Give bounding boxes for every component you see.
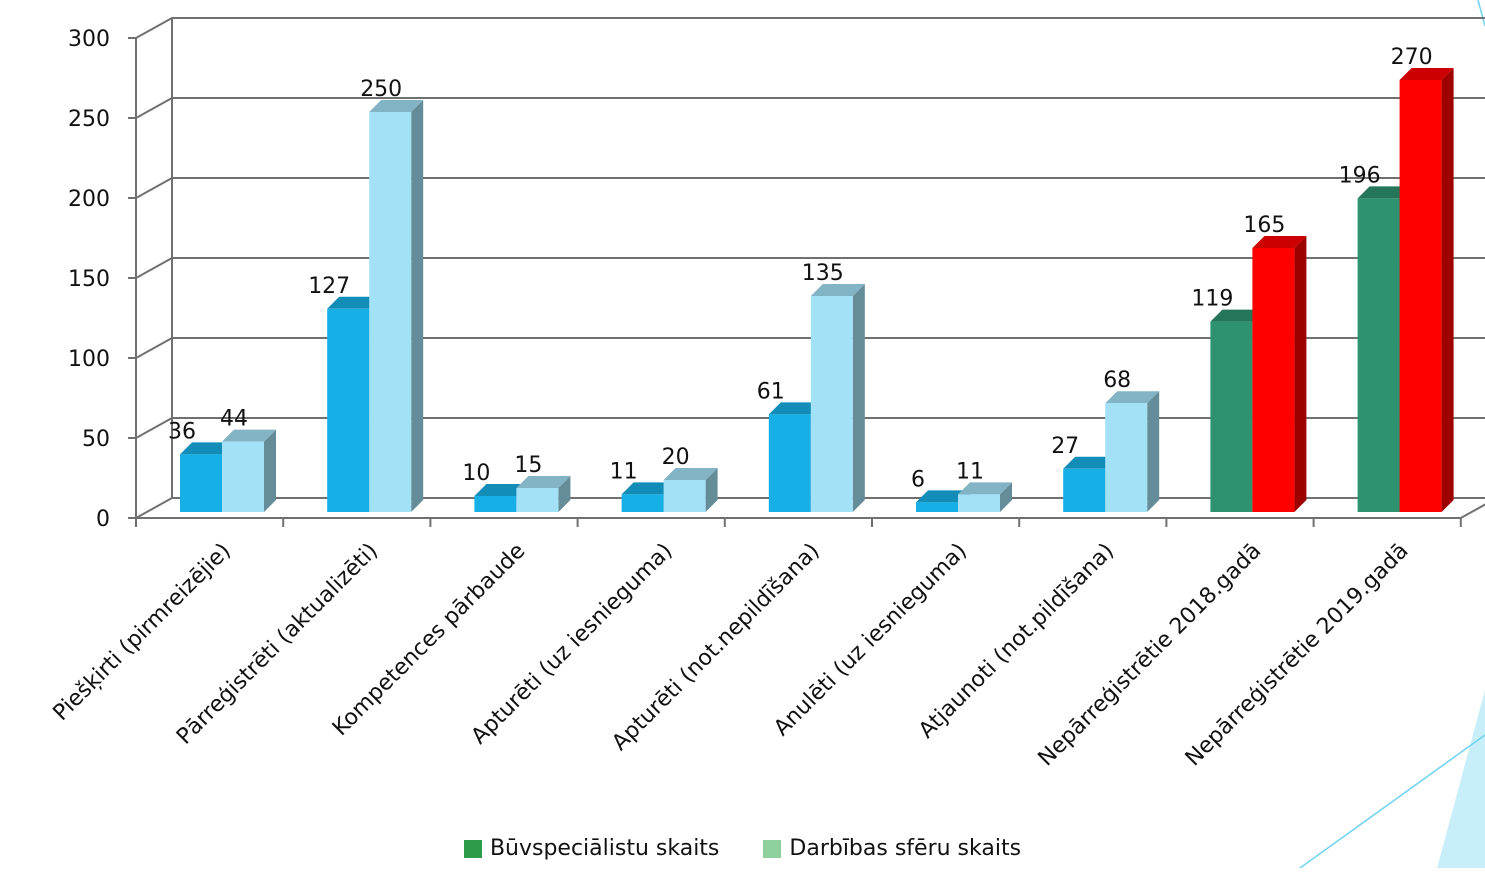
bar-side bbox=[264, 429, 276, 512]
bar-side bbox=[1000, 482, 1012, 512]
floor-edge bbox=[1460, 503, 1485, 519]
bar bbox=[1210, 321, 1253, 512]
legend-label-series-1: Būvspeciālistu skaits bbox=[489, 836, 720, 861]
decor-accent-line bbox=[1477, 0, 1485, 27]
data-label: 165 bbox=[1243, 213, 1285, 238]
bar-side bbox=[1441, 68, 1454, 512]
y-tick-label: 0 bbox=[96, 507, 110, 532]
decor-accent-line bbox=[1299, 734, 1485, 869]
legend-item-series-1: Būvspeciālistu skaits bbox=[463, 836, 720, 861]
bar bbox=[768, 414, 811, 512]
data-label: 119 bbox=[1191, 287, 1233, 312]
bar bbox=[1357, 198, 1400, 512]
gridline bbox=[135, 17, 1485, 39]
bar-top bbox=[663, 468, 718, 480]
gridline bbox=[135, 177, 1485, 199]
data-label: 68 bbox=[1103, 368, 1131, 393]
bar-top bbox=[1105, 391, 1160, 404]
bar bbox=[810, 296, 853, 512]
bar-top bbox=[916, 490, 970, 503]
data-label: 15 bbox=[514, 453, 542, 478]
gridline bbox=[135, 97, 1485, 119]
data-label: 44 bbox=[220, 407, 248, 432]
bar bbox=[222, 441, 264, 512]
bar bbox=[327, 308, 370, 512]
data-label: 61 bbox=[757, 379, 785, 404]
bar-side bbox=[852, 284, 865, 512]
bar-side bbox=[411, 100, 424, 512]
bar-top bbox=[768, 402, 823, 415]
bar-top bbox=[474, 484, 529, 496]
y-tick-label: 300 bbox=[68, 27, 110, 52]
y-tick-label: 250 bbox=[68, 107, 110, 132]
bar bbox=[958, 494, 1000, 512]
bar-side bbox=[1294, 236, 1307, 512]
bar-top bbox=[516, 476, 571, 488]
legend: Būvspeciālistu skaits Darbības sfēru ska… bbox=[0, 836, 1485, 861]
data-label: 6 bbox=[911, 467, 925, 492]
bar bbox=[474, 496, 517, 512]
bar bbox=[1063, 468, 1106, 512]
bar-top bbox=[1063, 456, 1118, 469]
bar bbox=[663, 480, 706, 512]
data-label: 20 bbox=[662, 445, 690, 470]
bar-top bbox=[222, 429, 276, 442]
legend-swatch-series-2 bbox=[763, 839, 782, 858]
data-label: 11 bbox=[956, 459, 984, 484]
bar-top bbox=[180, 442, 234, 455]
bar bbox=[916, 502, 958, 512]
data-label: 10 bbox=[462, 461, 490, 486]
bar bbox=[180, 454, 222, 512]
bar-top bbox=[621, 482, 676, 495]
y-tick-label: 200 bbox=[68, 187, 110, 212]
bar bbox=[516, 488, 559, 512]
bar bbox=[621, 494, 664, 512]
data-label: 135 bbox=[802, 261, 844, 286]
bar-side bbox=[1147, 391, 1160, 512]
bar-top bbox=[369, 100, 424, 112]
legend-swatch-series-1 bbox=[463, 839, 482, 858]
bar bbox=[369, 112, 412, 512]
bar-top bbox=[1252, 236, 1307, 248]
y-tick-label: 50 bbox=[82, 427, 110, 452]
data-label: 36 bbox=[168, 419, 196, 444]
bar-top bbox=[958, 482, 1012, 495]
bar-top bbox=[327, 296, 382, 309]
bar-top bbox=[810, 284, 865, 296]
y-tick-label: 100 bbox=[68, 347, 110, 372]
bar-top bbox=[1210, 309, 1265, 322]
data-label: 27 bbox=[1051, 434, 1079, 459]
legend-label-series-2: Darbības sfēru skaits bbox=[789, 836, 1022, 861]
data-label: 127 bbox=[308, 274, 350, 299]
data-label: 196 bbox=[1339, 163, 1381, 188]
y-tick-label: 150 bbox=[68, 267, 110, 292]
bar bbox=[1105, 403, 1148, 512]
bar-top bbox=[1399, 68, 1454, 80]
data-label: 250 bbox=[360, 77, 402, 102]
decor-accent-fill bbox=[1437, 690, 1485, 868]
bar bbox=[1399, 80, 1442, 512]
data-label: 11 bbox=[610, 459, 638, 484]
legend-item-series-2: Darbības sfēru skaits bbox=[763, 836, 1021, 861]
bar-top bbox=[1357, 186, 1412, 199]
bar-side bbox=[705, 468, 718, 512]
data-label: 270 bbox=[1391, 45, 1433, 70]
bar bbox=[1252, 248, 1295, 512]
